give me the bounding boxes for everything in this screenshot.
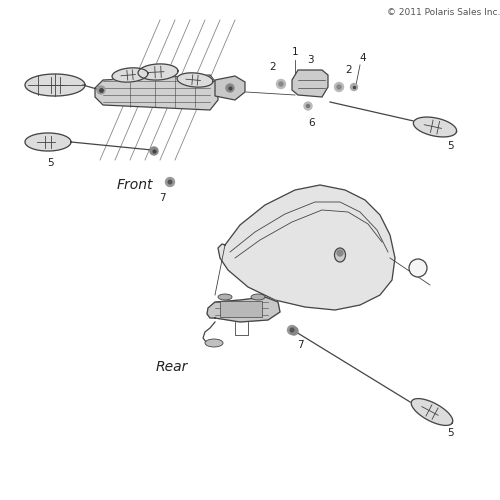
Circle shape [276,80,285,88]
Polygon shape [414,117,457,137]
Text: 2: 2 [346,65,352,75]
Polygon shape [220,301,262,317]
Polygon shape [292,70,328,97]
Circle shape [288,326,296,334]
Circle shape [334,82,344,92]
Ellipse shape [251,294,265,300]
Text: 4: 4 [360,53,366,63]
Polygon shape [215,76,245,100]
Polygon shape [207,297,280,322]
Polygon shape [412,398,453,425]
Circle shape [168,180,172,184]
Circle shape [337,250,343,256]
Circle shape [350,84,358,90]
Text: 2: 2 [270,62,276,72]
Circle shape [290,328,294,332]
Polygon shape [218,185,395,310]
Text: 7: 7 [158,193,166,203]
Circle shape [306,104,310,108]
Text: Front: Front [117,178,153,192]
Ellipse shape [218,294,232,300]
Text: 5: 5 [446,428,454,438]
Circle shape [97,86,105,94]
Circle shape [409,259,427,277]
Text: 5: 5 [46,158,54,168]
Polygon shape [25,74,85,96]
Circle shape [304,102,312,110]
Circle shape [166,178,174,186]
Polygon shape [138,64,178,80]
Text: 6: 6 [308,118,316,128]
Text: 3: 3 [306,55,314,65]
Text: 7: 7 [296,340,304,350]
Polygon shape [25,133,71,151]
Circle shape [337,85,341,89]
Ellipse shape [205,339,223,347]
Text: 5: 5 [446,141,454,151]
Polygon shape [177,73,213,87]
Text: 1: 1 [292,47,298,57]
Circle shape [290,327,298,335]
Polygon shape [112,68,148,82]
Polygon shape [95,75,218,110]
Ellipse shape [334,248,345,262]
Circle shape [150,147,158,155]
Circle shape [226,84,234,92]
Circle shape [279,82,283,86]
Text: © 2011 Polaris Sales Inc.: © 2011 Polaris Sales Inc. [386,8,500,17]
Text: Rear: Rear [156,360,188,374]
